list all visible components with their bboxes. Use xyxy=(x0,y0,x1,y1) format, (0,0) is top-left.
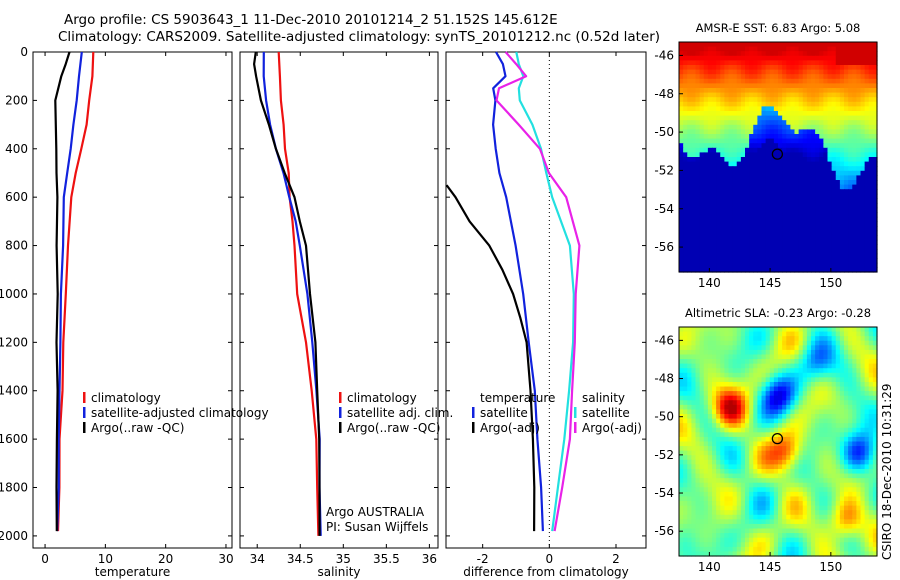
y-tick-label: 1400 xyxy=(0,384,28,398)
sst-map-title: AMSR-E SST: 6.83 Argo: 5.08 xyxy=(695,21,861,35)
y-tick-label: 200 xyxy=(5,93,28,107)
salinity-legend-swatch xyxy=(339,392,342,403)
x-tick-label: 0 xyxy=(41,552,49,566)
y-tick-label: 1800 xyxy=(0,481,28,495)
sla-map-frame xyxy=(678,326,878,557)
y-tick-label: 0 xyxy=(20,45,28,59)
temperature-legend-swatch xyxy=(83,422,86,433)
x-tick-label: 34 xyxy=(250,552,265,566)
map-y-tick-label: -56 xyxy=(654,240,674,254)
salinity-legend-label: satellite adj. clim. xyxy=(347,406,453,420)
figure-title-line2: Climatology: CARS2009. Satellite-adjuste… xyxy=(58,29,661,45)
diff-salinity-legend-swatch xyxy=(574,392,577,403)
series-line-argo-adj- xyxy=(495,51,581,532)
sst-map-argo-marker xyxy=(771,148,784,160)
x-tick-label: 36 xyxy=(422,552,437,566)
series-line-climatology xyxy=(56,51,95,532)
y-tick-label: 1600 xyxy=(0,432,28,446)
map-x-tick-label: 145 xyxy=(759,276,782,290)
sst-map-raster xyxy=(679,42,878,273)
x-tick-label: 35 xyxy=(336,552,351,566)
argo-annotation-line2: PI: Susan Wijffels xyxy=(326,520,428,534)
temperature-legend-swatch xyxy=(83,392,86,403)
map-y-tick-label: -56 xyxy=(654,524,674,538)
map-y-tick-label: -50 xyxy=(654,125,674,139)
map-y-tick-label: -52 xyxy=(654,163,674,177)
series-line-climatology xyxy=(277,51,320,536)
salinity-legend-swatch xyxy=(339,422,342,433)
map-x-tick-label: 140 xyxy=(698,560,721,574)
series-line-argo-raw-qc- xyxy=(54,51,71,532)
x-tick-label: 30 xyxy=(218,552,233,566)
sla-map-argo-marker xyxy=(771,432,784,445)
temperature-legend-label: satellite-adjusted climatology xyxy=(91,406,269,420)
x-axis-label: difference from climatology xyxy=(463,565,629,579)
sla-map-raster xyxy=(679,327,878,557)
diff-temperature-legend-swatch xyxy=(472,422,475,433)
diff-salinity-legend-label: salinity xyxy=(582,391,625,405)
profile-panel-1-frame xyxy=(32,51,233,549)
diff-temperature-legend-label: satellite xyxy=(480,406,528,420)
diff-temperature-legend-label: Argo(-adj) xyxy=(480,421,540,435)
series-line-argo-raw-qc- xyxy=(253,51,321,536)
y-tick-label: 2000 xyxy=(0,529,28,543)
y-tick-label: 600 xyxy=(5,190,28,204)
diff-salinity-legend-swatch xyxy=(574,407,577,418)
x-tick-label: 2 xyxy=(612,552,620,566)
map-y-tick-label: -48 xyxy=(654,372,674,386)
x-tick-label: -2 xyxy=(477,552,489,566)
map-y-tick-label: -46 xyxy=(654,333,674,347)
y-tick-label: 1200 xyxy=(0,335,28,349)
sla-map-title: Altimetric SLA: -0.23 Argo: -0.28 xyxy=(684,306,872,320)
y-tick-label: 400 xyxy=(5,142,28,156)
argo-annotation-line1: Argo AUSTRALIA xyxy=(326,505,425,519)
diff-temperature-legend-swatch xyxy=(472,407,475,418)
x-tick-label: 10 xyxy=(98,552,113,566)
map-y-tick-label: -54 xyxy=(654,202,674,216)
temperature-legend-swatch xyxy=(83,407,86,418)
sst-map-frame xyxy=(678,41,878,273)
map-y-tick-label: -50 xyxy=(654,410,674,424)
map-y-tick-label: -52 xyxy=(654,448,674,462)
figure-title-line1: Argo profile: CS 5903643_1 11-Dec-2010 2… xyxy=(64,12,558,28)
temperature-legend-label: climatology xyxy=(91,391,161,405)
salinity-legend-label: climatology xyxy=(347,391,417,405)
y-tick-label: 1000 xyxy=(0,287,28,301)
salinity-legend-swatch xyxy=(339,407,342,418)
diff-salinity-legend-label: Argo(-adj) xyxy=(582,421,642,435)
x-tick-label: 35.5 xyxy=(373,552,400,566)
map-y-tick-label: -54 xyxy=(654,486,674,500)
diff-temperature-legend-swatch xyxy=(472,392,475,403)
map-x-tick-label: 150 xyxy=(819,560,842,574)
series-line-satellite xyxy=(515,51,575,532)
profile-panel-3-frame xyxy=(445,51,647,549)
x-axis-label: temperature xyxy=(95,565,170,579)
x-tick-label: 0 xyxy=(546,552,554,566)
series-line-argo-adj- xyxy=(445,184,536,532)
map-x-tick-label: 140 xyxy=(698,276,721,290)
temperature-legend-label: Argo(..raw -QC) xyxy=(91,421,184,435)
x-tick-label: 20 xyxy=(158,552,173,566)
series-line-satellite-adjusted-climatology xyxy=(56,51,83,532)
map-x-tick-label: 145 xyxy=(759,560,782,574)
map-x-tick-label: 150 xyxy=(819,276,842,290)
y-tick-label: 800 xyxy=(5,239,28,253)
map-y-tick-label: -46 xyxy=(654,48,674,62)
diff-salinity-legend-swatch xyxy=(574,422,577,433)
x-tick-label: 34.5 xyxy=(287,552,314,566)
x-axis-label: salinity xyxy=(317,565,360,579)
salinity-legend-label: Argo(..raw -QC) xyxy=(347,421,440,435)
series-line-satellite xyxy=(492,51,544,532)
diff-salinity-legend-label: satellite xyxy=(582,406,630,420)
map-y-tick-label: -48 xyxy=(654,87,674,101)
diff-temperature-legend-label: temperature xyxy=(480,391,555,405)
